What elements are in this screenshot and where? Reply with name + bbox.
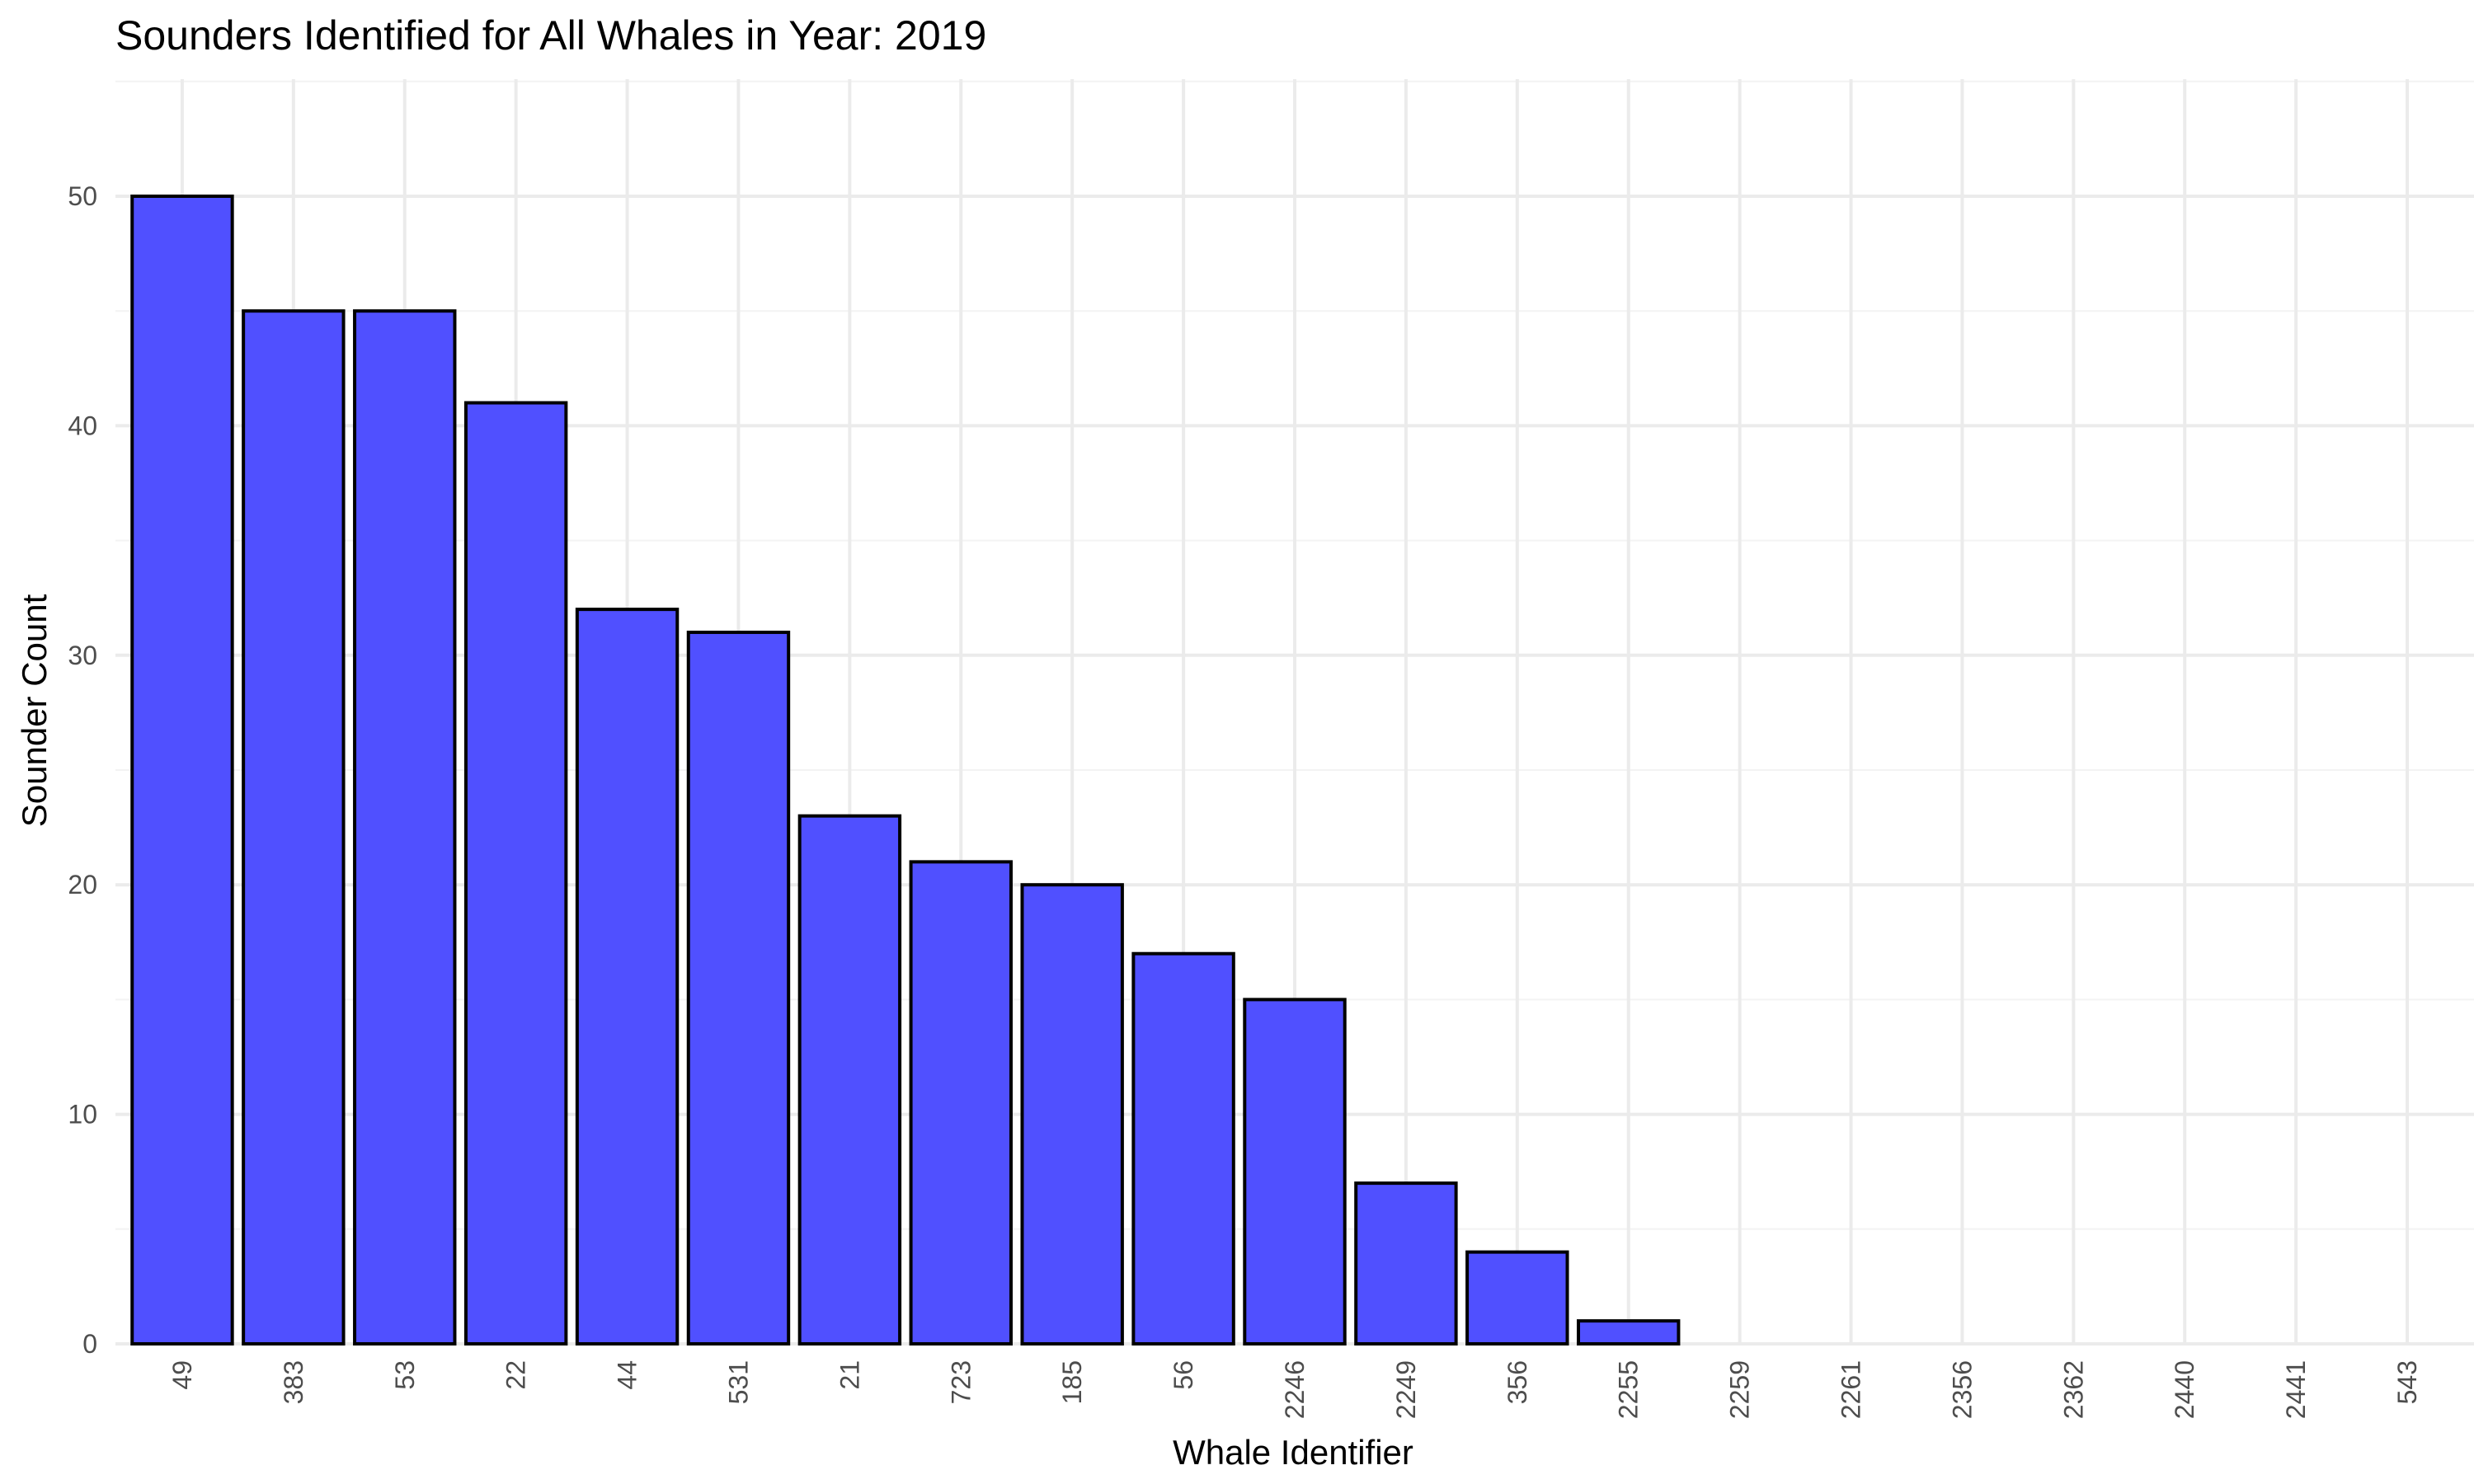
- x-tick-label: 531: [723, 1360, 753, 1404]
- bar-22: [463, 401, 568, 1345]
- x-tick-label: 383: [279, 1360, 308, 1404]
- x-tick-label: 44: [613, 1360, 642, 1390]
- x-tick-label: 2261: [1837, 1360, 1866, 1419]
- bar-56: [1131, 951, 1235, 1345]
- y-tick-label: 30: [68, 641, 97, 670]
- x-tick-label: 185: [1057, 1360, 1087, 1404]
- bar-21: [797, 814, 902, 1345]
- bars: [130, 195, 1681, 1346]
- y-tick-label: 40: [68, 411, 97, 440]
- bar-2246: [1243, 998, 1347, 1346]
- x-tick-label: 2440: [2170, 1360, 2199, 1419]
- x-tick-label: 53: [390, 1360, 420, 1390]
- bar-2249: [1354, 1181, 1458, 1345]
- x-tick-label: 2356: [1947, 1360, 1977, 1419]
- x-tick-label: 2246: [1280, 1360, 1310, 1419]
- y-tick-label: 20: [68, 870, 97, 899]
- bar-531: [686, 630, 791, 1345]
- x-tick-label: 543: [2392, 1360, 2422, 1404]
- x-tick-label: 2259: [1725, 1360, 1755, 1419]
- x-tick-label: 723: [946, 1360, 976, 1404]
- y-tick-label: 0: [82, 1329, 97, 1359]
- bar-356: [1465, 1250, 1569, 1346]
- bar-53: [353, 309, 457, 1346]
- x-tick-label: 49: [167, 1360, 197, 1390]
- y-tick-label: 10: [68, 1100, 97, 1129]
- x-tick-label: 2255: [1614, 1360, 1644, 1419]
- bar-44: [575, 608, 680, 1345]
- x-tick-label: 356: [1503, 1360, 1532, 1404]
- x-axis-title: Whale Identifier: [1173, 1433, 1413, 1472]
- x-axis-ticks: 49 383 53 22 44 531 21 723 185 56 2246 2249 356 2255 2…: [167, 1360, 2422, 1419]
- chart-title: Sounders Identified for All Whales in Ye…: [115, 12, 986, 59]
- bar-49: [130, 195, 234, 1345]
- y-axis-title: Sounder Count: [15, 594, 54, 827]
- x-tick-label: 21: [835, 1360, 864, 1390]
- x-tick-label: 2362: [2058, 1360, 2088, 1419]
- y-axis-ticks: 0 10 20 30 40 50: [68, 181, 97, 1359]
- bar-723: [909, 860, 1013, 1345]
- bar-383: [242, 309, 346, 1346]
- x-tick-label: 56: [1169, 1360, 1198, 1390]
- bar-185: [1020, 883, 1124, 1345]
- x-tick-label: 22: [501, 1360, 531, 1390]
- x-tick-label: 2441: [2281, 1360, 2311, 1419]
- y-tick-label: 50: [68, 181, 97, 211]
- x-tick-label: 2249: [1391, 1360, 1421, 1419]
- bar-2255: [1577, 1319, 1681, 1346]
